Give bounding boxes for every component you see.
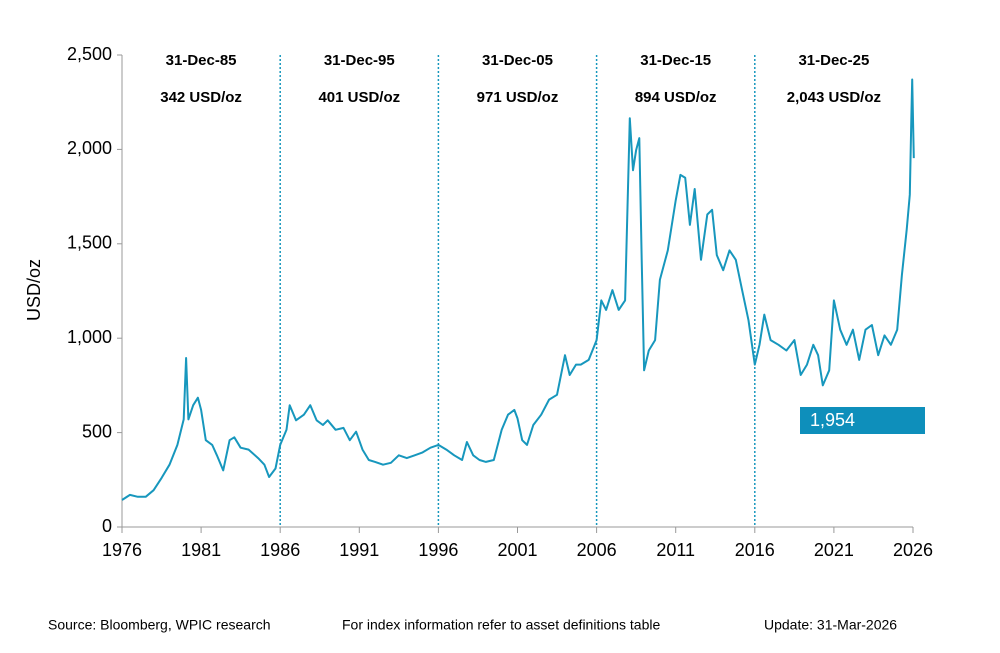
annotation-date: 31-Dec-85 (166, 52, 237, 69)
x-tick-label: 1996 (418, 540, 458, 560)
y-tick-label: 2,000 (67, 138, 112, 158)
annotation-value: 894 USD/oz (635, 89, 717, 106)
footer-source: Source: Bloomberg, WPIC research (48, 617, 271, 633)
x-tick-label: 2011 (656, 540, 695, 560)
x-tick-label: 2021 (814, 540, 854, 560)
annotation-value: 401 USD/oz (318, 89, 400, 106)
annotation-value: 971 USD/oz (477, 89, 559, 106)
annotation-date: 31-Dec-15 (640, 52, 711, 69)
end-label-box (800, 407, 925, 434)
y-tick-label: 0 (102, 516, 112, 536)
annotation-date: 31-Dec-25 (798, 52, 869, 69)
y-axis-title: USD/oz (24, 259, 44, 321)
y-tick-label: 1,000 (67, 327, 112, 347)
x-tick-label: 2001 (497, 540, 537, 560)
x-tick-label: 1976 (102, 540, 142, 560)
annotation-date: 31-Dec-95 (324, 52, 395, 69)
annotation-date: 31-Dec-05 (482, 52, 553, 69)
x-tick-label: 1981 (181, 540, 221, 560)
x-tick-label: 1986 (260, 540, 300, 560)
y-tick-label: 2,500 (67, 44, 112, 64)
price-line (121, 78, 915, 501)
end-label: 1,954 (810, 410, 855, 430)
x-tick-label: 2016 (735, 540, 775, 560)
y-tick-label: 1,500 (67, 233, 112, 253)
x-tick-label: 1991 (339, 540, 379, 560)
x-tick-label: 2026 (893, 540, 933, 560)
footer-update: Update: 31-Mar-2026 (764, 617, 897, 633)
annotation-value: 2,043 USD/oz (787, 89, 881, 106)
x-tick-label: 2006 (577, 540, 617, 560)
footer-note: For index information refer to asset def… (342, 617, 660, 633)
y-tick-label: 500 (82, 421, 112, 441)
annotation-value: 342 USD/oz (160, 89, 242, 106)
